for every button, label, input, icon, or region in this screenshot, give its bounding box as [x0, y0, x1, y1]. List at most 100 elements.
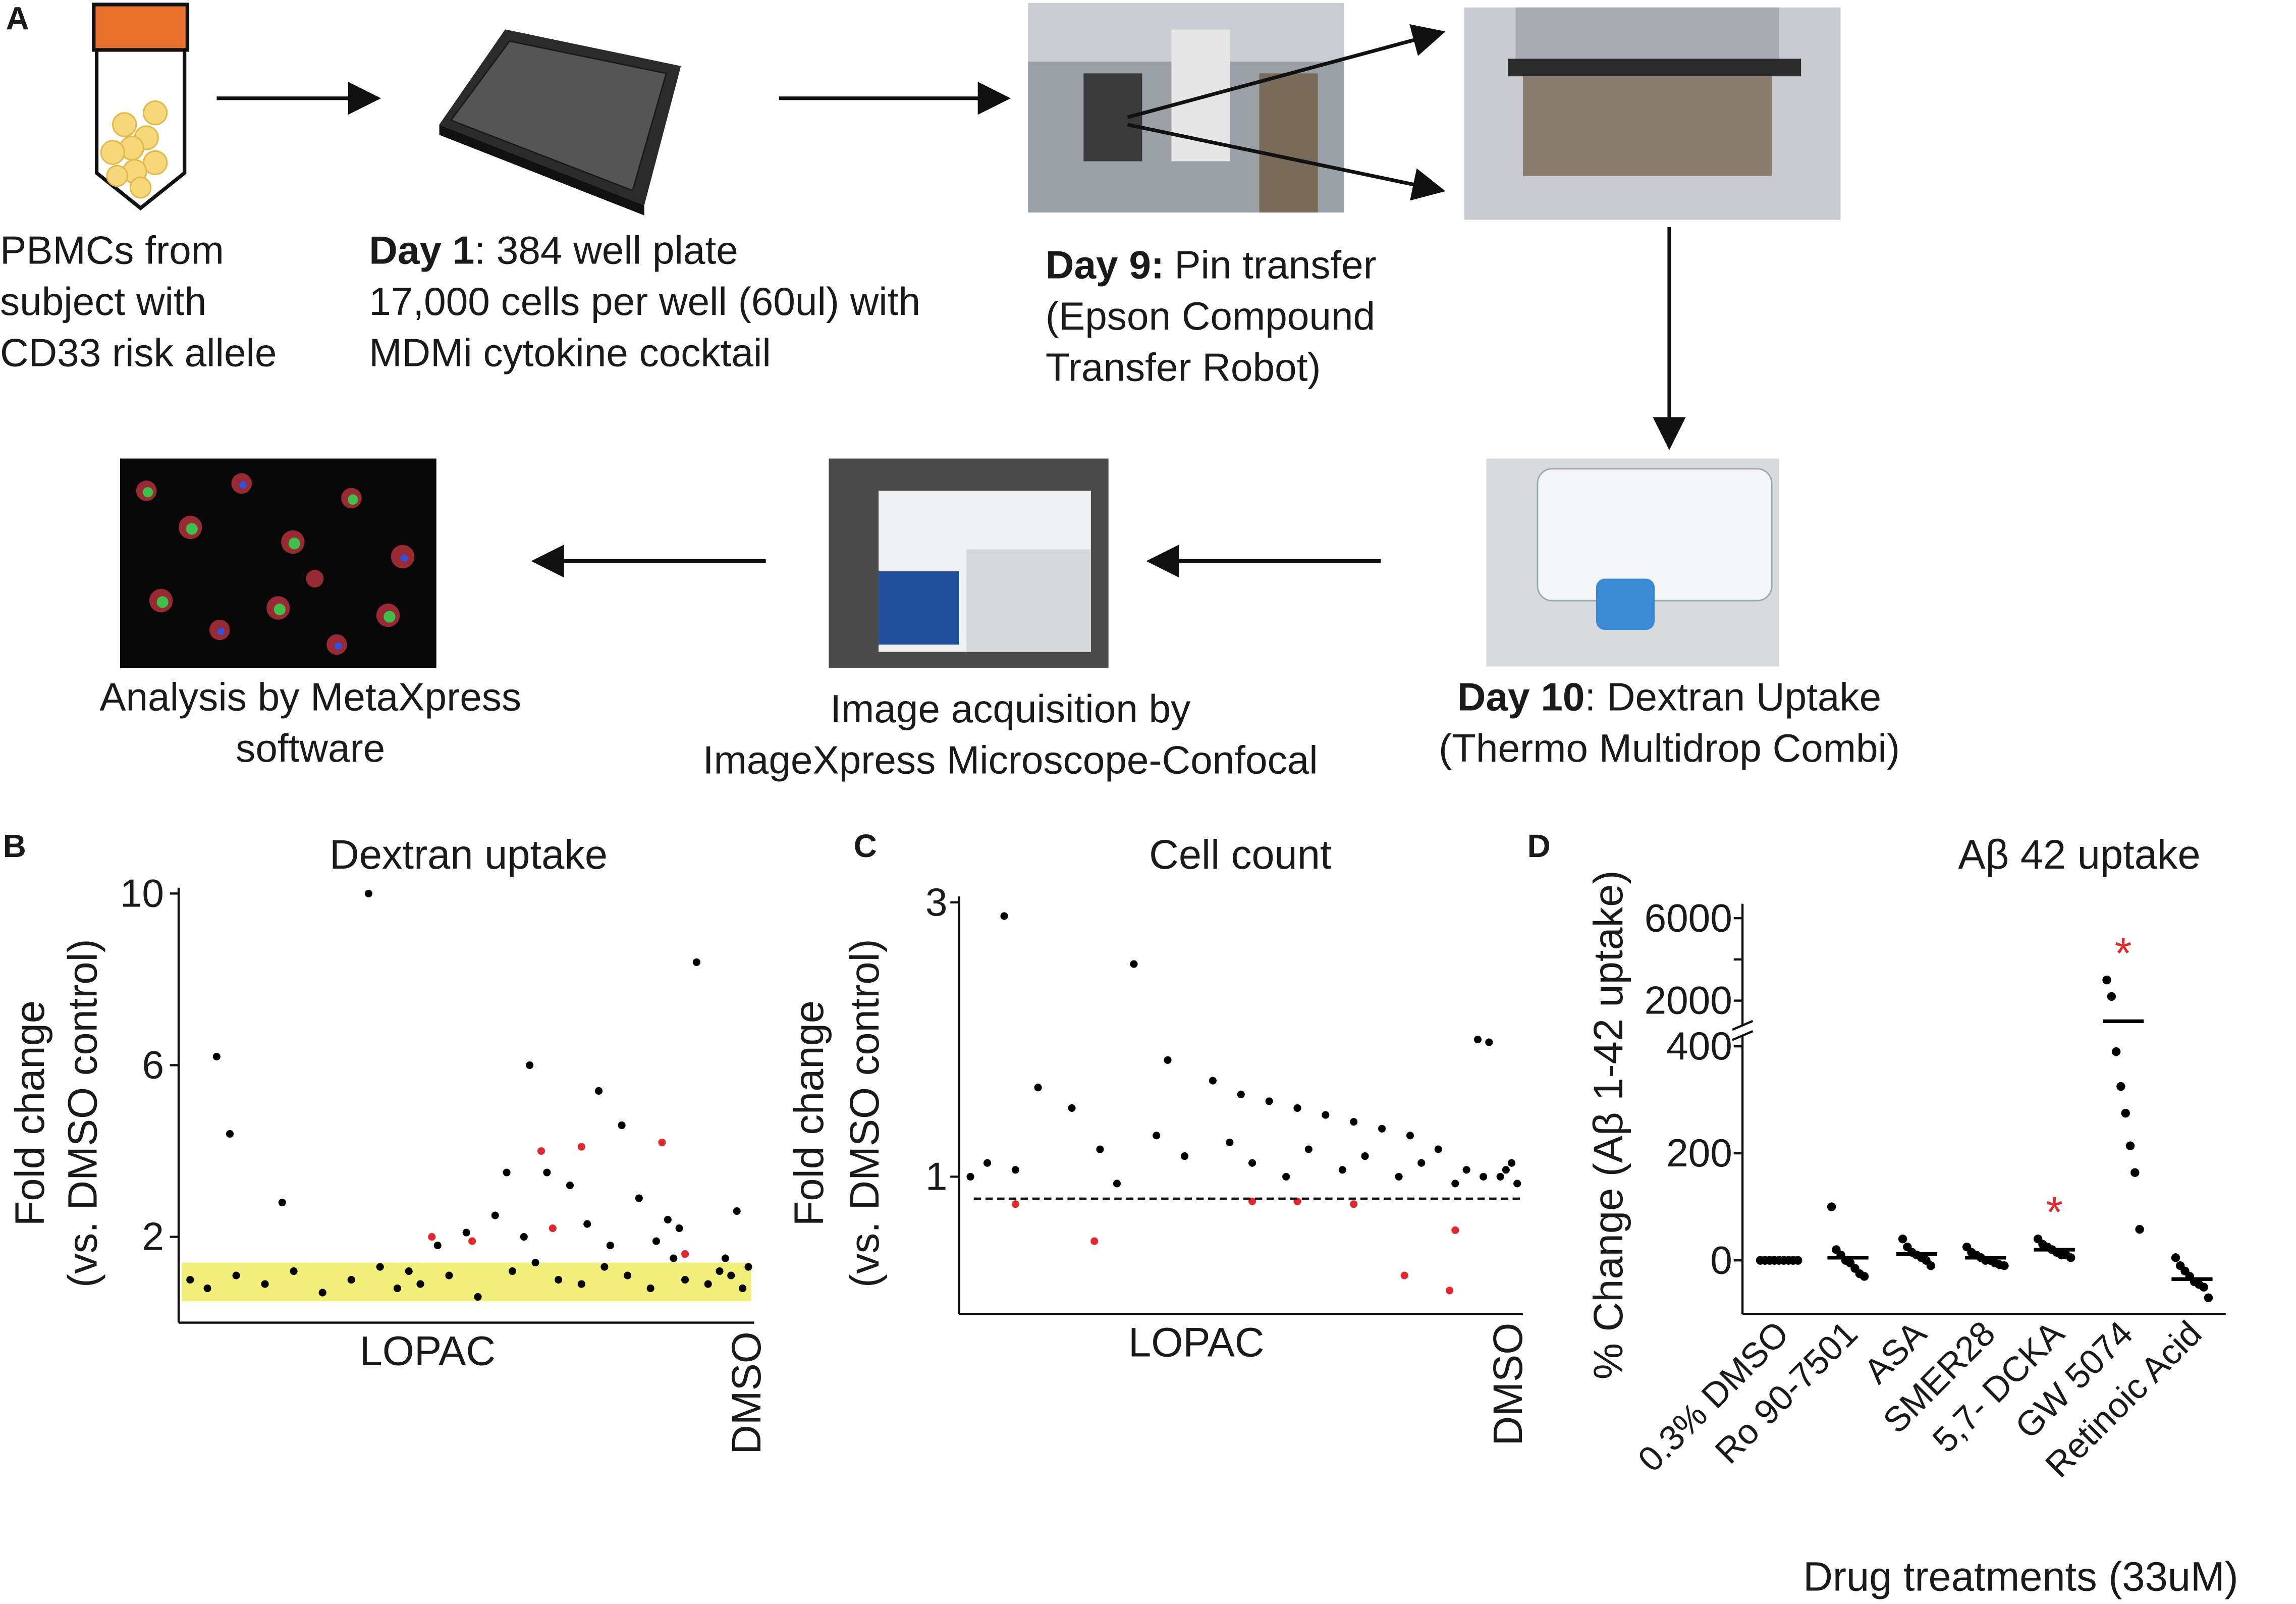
point	[1473, 1036, 1482, 1044]
point	[1496, 1172, 1504, 1181]
photo-cells	[120, 458, 436, 668]
step-text: CD33 risk allele	[0, 331, 277, 375]
point	[549, 1224, 557, 1233]
point	[2116, 1082, 2125, 1091]
step-text: MDMi cytokine cocktail	[369, 331, 771, 375]
point	[186, 1276, 194, 1284]
point	[1113, 1180, 1121, 1188]
tube	[92, 3, 190, 210]
point	[1485, 1038, 1493, 1046]
point	[652, 1237, 661, 1245]
step-text: ImageXpress Microscope-Confocal	[703, 737, 1318, 782]
step-line: CD33 risk allele	[0, 331, 277, 375]
point	[1480, 1172, 1488, 1181]
point	[577, 1280, 585, 1288]
point	[577, 1143, 585, 1151]
point	[2000, 1261, 2009, 1270]
point	[966, 1172, 974, 1181]
point	[1513, 1180, 1521, 1188]
axis-break	[1731, 1030, 1754, 1041]
point	[2107, 992, 2116, 1001]
step-text: Analysis by MetaXpress	[99, 675, 521, 719]
point	[1451, 1180, 1459, 1188]
point	[428, 1233, 436, 1241]
point	[2111, 1047, 2121, 1056]
y-tick-label: 1	[925, 1154, 948, 1198]
point	[1237, 1090, 1245, 1098]
point	[520, 1233, 528, 1241]
point	[1507, 1159, 1516, 1167]
point	[681, 1276, 689, 1284]
band	[181, 1262, 751, 1302]
point	[232, 1271, 240, 1279]
step-text: Day 1: 384 well plate	[369, 228, 738, 273]
point	[226, 1130, 234, 1138]
point	[1164, 1056, 1172, 1064]
point	[537, 1147, 545, 1155]
point	[203, 1285, 211, 1293]
point	[318, 1289, 326, 1297]
significance-star: *	[2115, 929, 2132, 978]
point	[1011, 1166, 1019, 1174]
chart-title: Cell count	[1149, 832, 1331, 878]
point	[635, 1194, 643, 1202]
point	[1395, 1172, 1403, 1181]
y-axis-label: (vs. DMSO control)	[60, 939, 106, 1288]
point	[261, 1280, 269, 1288]
step-line: Transfer Robot)	[1046, 345, 1321, 390]
photo-microscope	[829, 458, 1109, 668]
chart-title: Aβ 42 uptake	[1958, 832, 2200, 878]
point	[2135, 1224, 2144, 1234]
point	[1827, 1202, 1836, 1211]
x-category-label: LOPAC	[1128, 1319, 1264, 1365]
point	[1451, 1226, 1459, 1234]
x-category-label: DMSO	[724, 1331, 770, 1455]
step-text: software	[236, 726, 385, 770]
point	[2121, 1108, 2130, 1118]
point	[727, 1271, 735, 1279]
step-line: subject with	[0, 279, 206, 324]
point	[600, 1263, 609, 1271]
photo-pins	[1464, 7, 1841, 220]
point	[2171, 1253, 2180, 1262]
point	[462, 1228, 470, 1237]
point	[658, 1138, 666, 1147]
point	[1096, 1145, 1104, 1153]
point	[721, 1254, 729, 1262]
point	[416, 1280, 424, 1288]
panel-label: C	[854, 828, 877, 864]
y-tick-label: 10	[120, 871, 164, 915]
panel-label: B	[3, 828, 26, 864]
point	[566, 1181, 574, 1190]
point	[594, 1087, 603, 1095]
point	[618, 1121, 626, 1130]
point	[1406, 1132, 1414, 1140]
y-tick-label: 400	[1666, 1024, 1732, 1068]
step-text: PBMCs from	[0, 228, 224, 273]
point	[445, 1271, 453, 1279]
point	[1400, 1271, 1408, 1279]
point	[1898, 1235, 1907, 1244]
plate	[439, 29, 681, 216]
point	[704, 1280, 712, 1288]
point	[555, 1276, 563, 1284]
step-day: Day 9:	[1046, 243, 1164, 287]
point	[1860, 1272, 1869, 1281]
step-line: (Thermo Multidrop Combi)	[1439, 726, 1900, 770]
point	[1248, 1159, 1256, 1167]
point	[433, 1242, 442, 1250]
point	[716, 1267, 724, 1275]
point	[692, 958, 700, 966]
y-axis-label: Fold change	[786, 1000, 832, 1226]
point	[1926, 1261, 1935, 1270]
point	[1090, 1237, 1099, 1245]
point	[646, 1285, 654, 1293]
x-axis-label: Drug treatments (33uM)	[1803, 1554, 2238, 1600]
point	[393, 1285, 401, 1293]
point	[2199, 1282, 2208, 1292]
step-line: software	[236, 726, 385, 770]
significance-star: *	[2046, 1188, 2063, 1237]
y-tick-label: 2	[142, 1214, 164, 1259]
